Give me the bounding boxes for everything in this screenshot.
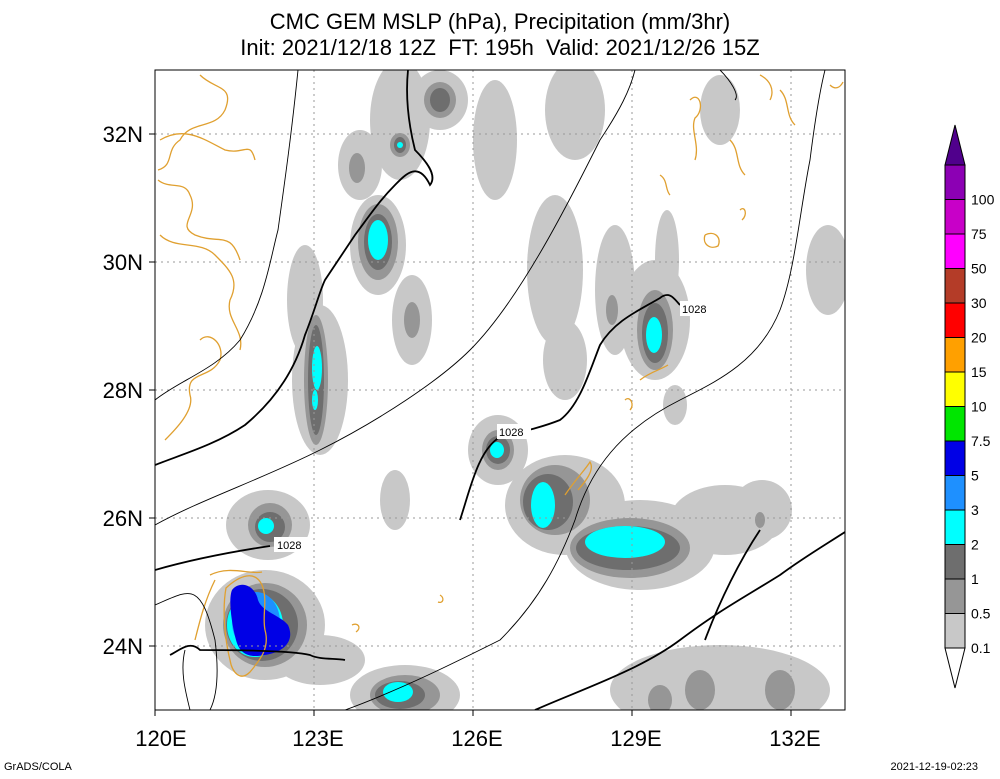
lon-axis-labels: 120E 123E 126E 129E 132E [135,726,820,751]
colorbar-label: 30 [971,295,987,311]
isobar-label: 1028 [499,427,523,439]
colorbar-label: 75 [971,226,987,242]
colorbar-label: 3 [971,502,979,518]
footer-timestamp: 2021-12-19-02:23 [890,761,978,773]
colorbar-swatch [944,337,966,373]
lon-tick-label: 132E [769,726,820,751]
lat-axis-labels: 24N 26N 28N 30N 32N [103,122,143,659]
colorbar-swatch [944,233,966,269]
lon-tick-label: 123E [292,726,343,751]
isobar-label: 1028 [277,540,301,552]
colorbar-swatch [944,164,966,200]
colorbar-label: 5 [971,468,979,484]
coastlines [157,74,844,677]
colorbar-swatch [944,268,966,304]
colorbar-swatch [944,302,966,338]
lon-tick-label: 126E [451,726,502,751]
lat-tick-label: 32N [103,122,143,147]
colorbar-label: 0.1 [971,640,991,656]
colorbar-swatch [944,475,966,511]
colorbar-label: 20 [971,330,987,346]
colorbar-swatch [944,544,966,580]
colorbar-label: 100 [971,192,995,208]
lat-tick-label: 24N [103,634,143,659]
colorbar-swatch [944,406,966,442]
colorbar-label: 15 [971,364,987,380]
lat-tick-label: 28N [103,378,143,403]
colorbar-swatch [944,440,966,476]
axis-ticks [149,133,792,716]
colorbar-swatch [944,578,966,614]
colorbar-swatch [944,371,966,407]
isobars-thick [155,70,845,710]
precip-5-layer [230,584,291,657]
colorbar-label: 50 [971,261,987,277]
map-plot-area [155,70,845,710]
colorbar-label: 7.5 [971,433,991,449]
colorbar-label: 0.5 [971,606,991,622]
lon-tick-label: 120E [135,726,186,751]
map-subtitle: Init: 2021/12/18 12Z FT: 195h Valid: 202… [240,35,760,60]
colorbar-top-arrow [944,124,966,166]
lat-tick-label: 30N [103,250,143,275]
colorbar-label: 10 [971,399,987,415]
colorbar-swatch [944,199,966,235]
footer-credit: GrADS/COLA [4,761,72,773]
colorbar-swatch [944,613,966,649]
colorbar: 0.1 0.5 1 2 3 5 7.5 10 15 20 30 50 75 100 [944,124,995,689]
lat-tick-label: 26N [103,506,143,531]
isobar-label: 1028 [682,304,706,316]
colorbar-label: 1 [971,571,979,587]
colorbar-bottom-arrow [944,647,966,689]
lon-tick-label: 129E [610,726,661,751]
colorbar-label: 2 [971,537,979,553]
isobars-thin [155,70,826,710]
colorbar-swatch [944,509,966,545]
map-title: CMC GEM MSLP (hPa), Precipitation (mm/3h… [269,9,731,34]
